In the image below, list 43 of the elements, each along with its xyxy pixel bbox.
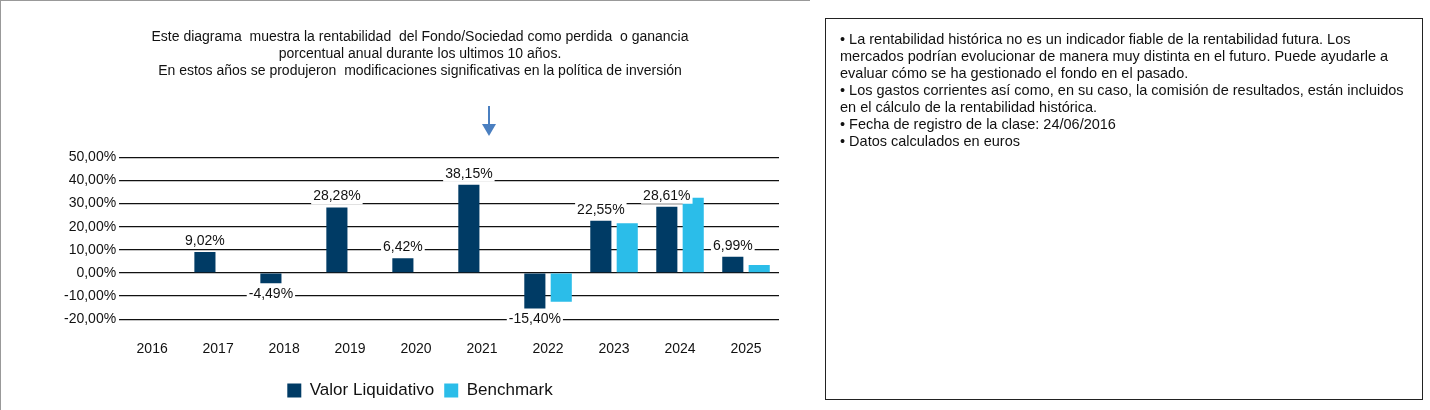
x-tick-label: 2019	[334, 340, 366, 357]
y-tick-label: 40,00%	[68, 171, 117, 188]
bar	[550, 273, 572, 302]
y-tick-label: 20,00%	[68, 217, 117, 234]
data-label: 22,55%	[577, 200, 625, 217]
x-tick-label: 2022	[532, 340, 564, 357]
bar	[524, 273, 546, 309]
x-tick-label: 2025	[730, 340, 762, 357]
x-tick-label: 2024	[664, 340, 696, 357]
y-tick-label: 50,00%	[68, 148, 117, 165]
legend-label: Benchmark	[466, 380, 554, 400]
chart-title: Este diagrama muestra la rentabilidad del Fondo/Sociedad como perdida o ganancia porcentual anual durante los ultimos 10 años. En estos años se produjeron modificaciones significativas en la política de inversión	[151, 28, 689, 78]
x-tick-label: 2017	[202, 340, 234, 357]
data-label: 6,42%	[383, 237, 423, 254]
text: • Datos calculados en euros	[840, 133, 1021, 150]
bar	[590, 220, 612, 273]
y-tick-label: 30,00%	[68, 194, 117, 211]
bar	[616, 223, 638, 273]
legend-label: Valor Liquidativo	[309, 380, 435, 400]
data-label: 6,99%	[712, 236, 753, 253]
data-label: -4,49%	[248, 285, 294, 302]
data-label: -15,40%	[508, 310, 561, 327]
data-label: 38,15%	[445, 164, 493, 181]
bar	[722, 256, 744, 273]
y-tick-label: -20,00%	[63, 310, 117, 327]
bar	[748, 264, 770, 273]
x-tick-label: 2020	[400, 340, 432, 357]
text: • Los gastos corrientes así como, en su caso, la comisión de resultados, están incluidos en el cálculo de la rentabilidad histórica.	[840, 82, 1405, 116]
data-label: 28,28%	[313, 187, 361, 204]
data-label: 9,02%	[185, 231, 225, 248]
x-tick-label: 2021	[466, 340, 498, 357]
text: • Fecha de registro de la clase: 24/06/2016	[840, 116, 1117, 133]
bar	[194, 252, 216, 273]
text: • La rentabilidad histórica no es un indicador fiable de la rentabilidad futura. Los mercados podrían evolucionar de manera muy distinta en el futuro. Puede ayudarle a evaluar cómo se ha gestionado el fondo en el pasado.	[840, 31, 1390, 82]
x-tick-label: 2016	[136, 340, 168, 357]
data-label: 28,61%	[643, 186, 691, 203]
y-tick-label: -10,00%	[63, 286, 117, 303]
bar	[260, 273, 282, 284]
bar	[392, 258, 414, 273]
x-tick-label: 2018	[268, 340, 300, 357]
y-tick-label: 0,00%	[76, 263, 117, 280]
x-tick-label: 2023	[598, 340, 630, 357]
y-tick-label: 10,00%	[68, 240, 117, 257]
